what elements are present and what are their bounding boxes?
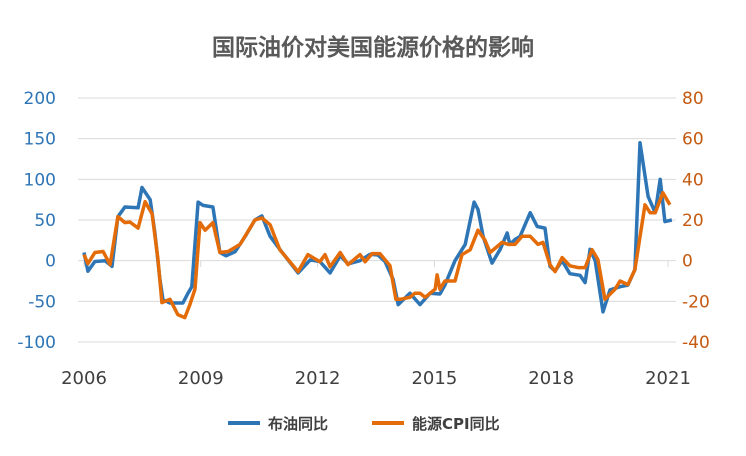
left-tick-label: -100 bbox=[17, 333, 56, 353]
x-tick-label: 2015 bbox=[411, 368, 457, 389]
series-line-energy-cpi bbox=[82, 191, 672, 320]
left-tick-label: 150 bbox=[24, 130, 56, 150]
x-tick-label: 2018 bbox=[528, 368, 574, 389]
left-tick-label: 200 bbox=[24, 89, 56, 109]
left-tick-label: -50 bbox=[28, 292, 56, 312]
legend-label: 布油同比 bbox=[268, 415, 328, 433]
x-tick-label: 2006 bbox=[61, 368, 107, 389]
left-tick-label: 100 bbox=[24, 170, 56, 190]
left-tick-label: 50 bbox=[34, 211, 56, 231]
right-tick-label: 40 bbox=[682, 170, 704, 190]
series-line-brent bbox=[82, 140, 673, 314]
x-tick-label: 2009 bbox=[178, 368, 224, 389]
x-tick-label: 2021 bbox=[645, 368, 691, 389]
right-tick-label: -40 bbox=[682, 333, 710, 353]
right-tick-label: 0 bbox=[682, 252, 693, 272]
legend-label: 能源CPI同比 bbox=[412, 415, 500, 433]
right-tick-label: 20 bbox=[682, 211, 704, 231]
chart-title: 国际油价对美国能源价格的影响 bbox=[212, 35, 534, 61]
right-tick-label: 60 bbox=[682, 130, 704, 150]
right-tick-label: -20 bbox=[682, 292, 710, 312]
x-tick-label: 2012 bbox=[295, 368, 341, 389]
right-tick-label: 80 bbox=[682, 89, 704, 109]
left-tick-label: 0 bbox=[45, 252, 56, 272]
